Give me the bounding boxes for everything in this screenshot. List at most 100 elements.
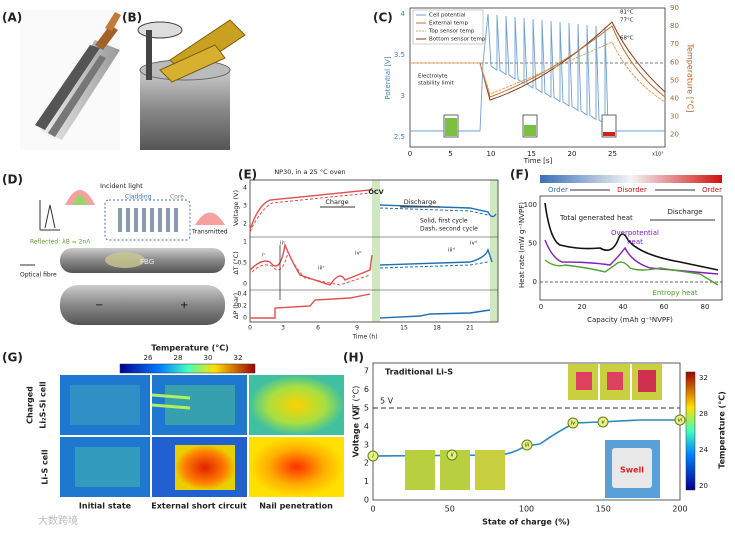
label: 77°C [620, 18, 634, 24]
legend-entry: Top sensor temp [428, 29, 475, 35]
label: Discharge [404, 198, 437, 206]
tick-label: 60 [670, 58, 679, 66]
legend-entry: Cell potential [429, 13, 466, 19]
tick-label: 3.5 [394, 51, 405, 59]
tick-label: 40 [619, 303, 628, 311]
label: x10³ [652, 152, 663, 158]
label: Optical fibre [20, 272, 57, 279]
tick-label: 0 [539, 303, 543, 311]
legend-entry: Bottom sensor temp [429, 37, 486, 43]
plot-e [249, 179, 499, 323]
label: − [95, 300, 103, 311]
tick-label: 3 [243, 203, 247, 210]
marker [367, 450, 379, 462]
marker [567, 417, 579, 429]
label: + [180, 300, 188, 311]
tick-label: 10 [487, 150, 496, 158]
tick-label: 20 [568, 150, 577, 158]
tick-label: 200 [672, 505, 687, 514]
curve [410, 41, 666, 103]
tick-label: 24 [699, 446, 708, 454]
tick-label: 21 [466, 325, 474, 332]
label: iᶜ [262, 253, 266, 259]
marker [521, 439, 533, 451]
core-bar [174, 208, 178, 232]
curve [410, 21, 666, 101]
marker [674, 414, 686, 426]
tick-label: 6 [316, 325, 320, 332]
panel-label: (C) [373, 11, 393, 25]
label: Reflected: λB = 2nΛ [30, 239, 91, 246]
photo-a [20, 10, 121, 150]
tick-label: 3 [281, 325, 285, 332]
core-bar [166, 208, 170, 232]
tick-label: 0.4 [237, 291, 247, 298]
label: Order [702, 186, 722, 194]
label: Cladding [125, 194, 152, 201]
marker [446, 449, 458, 461]
tick-label: 28 [699, 410, 708, 418]
tick-label: 90 [670, 4, 679, 12]
panel-label: (D) [2, 173, 23, 187]
label: 5 V [380, 397, 394, 406]
legend-entry: Dash, second cycle [420, 226, 478, 233]
label: Electrolyte [418, 74, 448, 80]
tick-label: 4 [243, 185, 247, 192]
label: Entropy heat [652, 289, 697, 297]
tick-label: 6 [364, 385, 369, 394]
label: State of charge (%) [482, 518, 570, 527]
label: Li₂S-Si cell [39, 381, 48, 429]
label: Initial state [79, 502, 132, 511]
label: ivᵈ [470, 240, 477, 247]
label: Charge [325, 198, 348, 206]
core-bar [118, 208, 122, 232]
label: ΔT (°C) [352, 386, 361, 415]
tick-label: 80 [701, 303, 710, 311]
marker [597, 416, 609, 428]
label: FBG [140, 258, 154, 266]
tick-label: 5 [448, 150, 452, 158]
tick-label: 60 [660, 303, 669, 311]
tick-label: 5 [364, 404, 369, 413]
tick-label: 4 [401, 10, 406, 18]
tick-label: 0 [533, 278, 537, 286]
label: vi [678, 418, 683, 424]
panel-label: (E) [238, 168, 257, 182]
diagram-d [20, 190, 225, 325]
label: stability limit [418, 81, 455, 87]
tick-label: 3 [401, 92, 405, 100]
plot-h [367, 362, 696, 501]
tick-label: 1 [243, 239, 247, 246]
tick-label: 3 [364, 440, 369, 449]
plot-c [409, 7, 666, 148]
tick-label: 0 [248, 325, 252, 332]
label: Core [170, 194, 184, 201]
label: Li-S cell [41, 449, 50, 485]
tick-label: 2 [364, 459, 369, 468]
tick-label: 150 [596, 505, 611, 514]
label: Disorder [617, 186, 647, 194]
tick-label: 15 [527, 150, 536, 158]
label: Nail penetration [259, 502, 333, 511]
label: iiᶜ [280, 241, 285, 247]
label: Time (h) [351, 334, 377, 341]
core-bar [158, 208, 162, 232]
label: Discharge [667, 208, 702, 216]
thermal-g [60, 363, 344, 497]
label: ΔT (°C) [232, 251, 240, 274]
label: i [372, 454, 374, 460]
panel-label: (B) [122, 11, 142, 25]
photo-b [137, 19, 246, 150]
panel-label: (H) [343, 351, 364, 365]
label: NP30, in a 25 °C oven [274, 168, 345, 176]
plot-f [539, 175, 723, 301]
tick-label: 0.5 [237, 260, 247, 267]
label: Swell [620, 466, 644, 475]
label: 68°C [620, 36, 634, 42]
core-bar [134, 208, 138, 232]
label: OCV [368, 188, 383, 196]
curve [410, 25, 666, 98]
label: 81°C [620, 10, 634, 16]
tick-label: 0 [370, 505, 375, 514]
